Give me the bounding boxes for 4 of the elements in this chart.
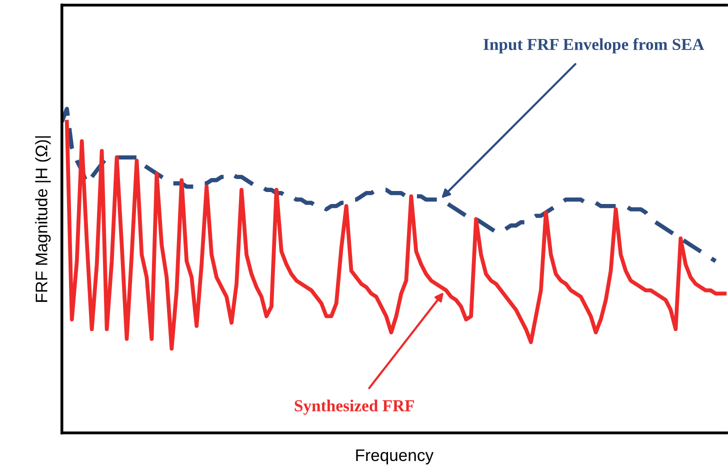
annotation: Synthesized FRF (294, 400, 414, 415)
y-axis-title: FRF Magnitude |H (Ω)| (35, 136, 51, 302)
x-axis-title: Frequency (356, 449, 434, 464)
text: Input FRF Envelope from SEA (484, 38, 704, 54)
